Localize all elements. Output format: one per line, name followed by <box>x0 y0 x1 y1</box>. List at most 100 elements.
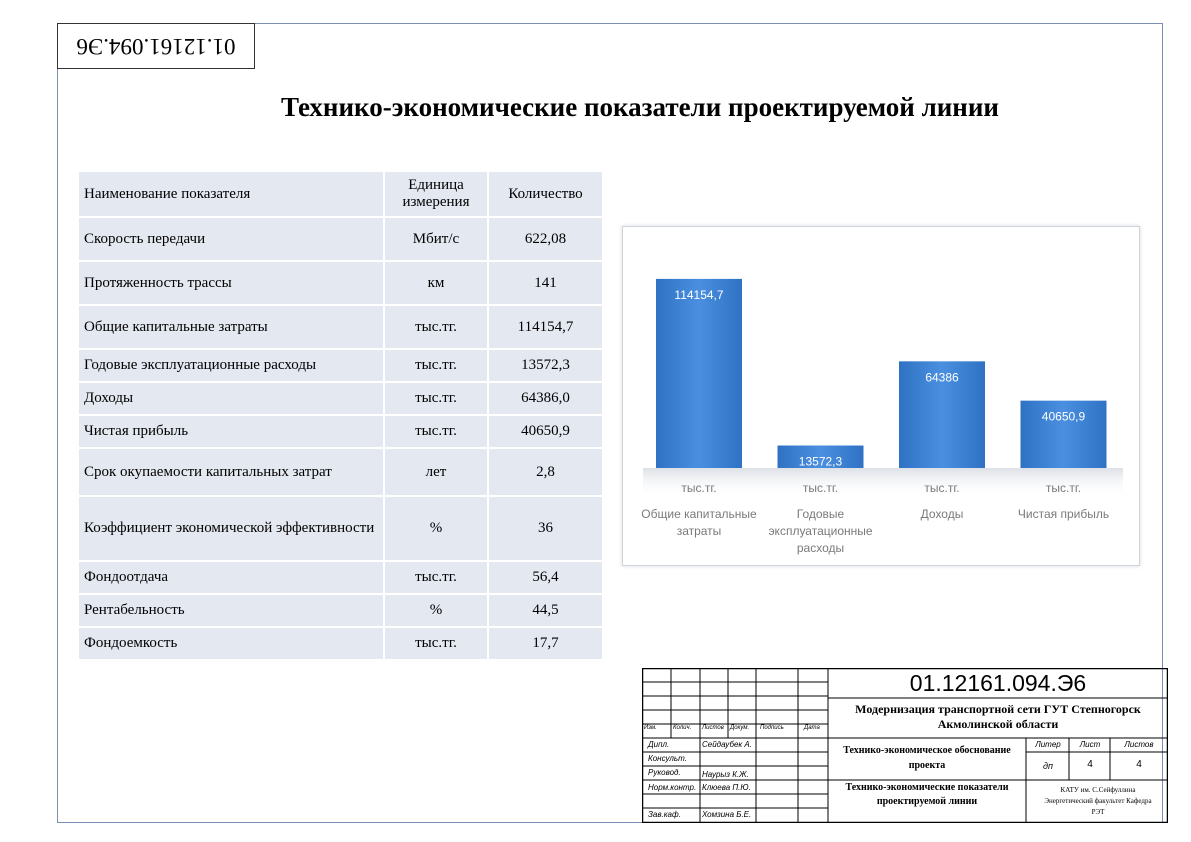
table-row: Доходы тыс.тг. 64386,0 <box>77 381 604 416</box>
stamp-project-title: Модернизация транспортной сети ГУТ Степн… <box>855 702 1141 731</box>
role-konsult: Консульт. <box>648 754 687 763</box>
bar-chart: 114154,7 тыс.тг. Общие капитальные затраты 1… <box>622 226 1140 566</box>
stamp-document-code: 01.12161.094.Э6 <box>909 670 1087 696</box>
table-row: Протяженность трассы км 141 <box>77 260 604 306</box>
rotated-code-text: 01.12161.094.Э6 <box>76 34 236 59</box>
row-unit: тыс.тг. <box>383 626 489 661</box>
table-header-row: Наименование показателя Единица измерени… <box>77 170 604 218</box>
col-header-listov: Листов <box>702 725 724 731</box>
role-dipl: Дипл. <box>648 740 670 749</box>
row-value: 17,7 <box>487 626 604 661</box>
table-row: Чистая прибыль тыс.тг. 40650,9 <box>77 414 604 449</box>
unit-label-2: тыс.тг. <box>803 481 838 495</box>
row-name: Срок окупаемости капитальных затрат <box>77 447 385 497</box>
row-value: 64386,0 <box>487 381 604 416</box>
sheets-value: 4 <box>1136 759 1142 770</box>
name-normkontr: Клюева П.Ю. <box>702 783 751 792</box>
row-name: Скорость передачи <box>77 216 385 262</box>
table-row: Фондоемкость тыс.тг. 17,7 <box>77 626 604 661</box>
sheet-value: 4 <box>1087 759 1093 770</box>
row-unit: км <box>383 260 489 306</box>
header-unit: Единица измерения <box>383 170 489 218</box>
title-block-grid <box>642 668 1168 823</box>
row-value: 36 <box>487 495 604 562</box>
bar-1 <box>656 278 742 468</box>
sheet-label: Лист <box>1079 740 1101 749</box>
category-label-1: Общие капитальные затраты <box>641 507 757 538</box>
row-name: Доходы <box>77 381 385 416</box>
unit-label-3: тыс.тг. <box>924 481 959 495</box>
bar-chart-svg: 114154,7 тыс.тг. Общие капитальные затраты 1… <box>641 278 1123 555</box>
data-label-1: 114154,7 <box>674 288 723 302</box>
table-row: Коэффициент экономической эффективности%… <box>77 495 604 562</box>
stamp-organization: КАТУ им. С.Сейфуллина Энергетический фак… <box>1044 786 1152 816</box>
bar-3 <box>899 361 985 468</box>
row-unit: % <box>383 495 489 562</box>
stamp-sheet-title: Технико-экономические показатели проекти… <box>845 782 1009 807</box>
row-value: 44,5 <box>487 593 604 628</box>
category-label-3: Доходы <box>921 507 964 521</box>
row-unit: тыс.тг. <box>383 560 489 595</box>
table-row: Общие капитальные затраты тыс.тг. 114154,7 <box>77 304 604 350</box>
table-row: Рентабельность% 44,5 <box>77 593 604 628</box>
row-value: 56,4 <box>487 560 604 595</box>
chart-floor <box>643 468 1123 498</box>
row-unit: тыс.тг. <box>383 304 489 350</box>
role-normkontr: Норм.контр. <box>648 783 697 792</box>
row-value: 2,8 <box>487 447 604 497</box>
litera-label: Литер <box>1035 740 1061 749</box>
data-label-3: 64386 <box>925 370 959 384</box>
row-name: Протяженность трассы <box>77 260 385 306</box>
rotated-document-code: 01.12161.094.Э6 <box>57 23 255 69</box>
role-rukovod: Руковод. <box>648 768 681 777</box>
title-block: Изм. Колич. Листов Докум. Подпись Дата Д… <box>642 668 1168 823</box>
stamp-section: Технико-экономическое обоснование проект… <box>843 745 1011 771</box>
header-name: Наименование показателя <box>77 170 385 218</box>
row-name: Рентабельность <box>77 593 385 628</box>
row-name: Чистая прибыль <box>77 414 385 449</box>
unit-label-4: тыс.тг. <box>1046 481 1081 495</box>
row-name: Фондоотдача <box>77 560 385 595</box>
table-row: Годовые эксплуатационные расходы тыс.тг. 1… <box>77 348 604 383</box>
row-unit: % <box>383 593 489 628</box>
row-value: 13572,3 <box>487 348 604 383</box>
col-header-data: Дата <box>804 725 820 731</box>
row-unit: тыс.тг. <box>383 381 489 416</box>
row-name: Коэффициент экономической эффективности <box>77 495 385 562</box>
page-title: Технико-экономические показатели проекти… <box>281 92 999 122</box>
table-row: Скорость передачи Мбит/с 622,08 <box>77 216 604 262</box>
col-header-podpis: Подпись <box>760 725 784 731</box>
table-row: Срок окупаемости капитальных затрат лет 2,… <box>77 447 604 497</box>
row-name: Фондоемкость <box>77 626 385 661</box>
bar-2 <box>777 445 864 468</box>
row-value: 114154,7 <box>487 304 604 350</box>
row-value: 141 <box>487 260 604 306</box>
data-label-4: 40650,9 <box>1042 410 1086 424</box>
col-header-izm: Изм. <box>644 725 657 731</box>
role-zavkaf: Зав.каф. <box>648 810 681 819</box>
category-label-4: Чистая прибыль <box>1018 507 1109 521</box>
row-name: Годовые эксплуатационные расходы <box>77 348 385 383</box>
litera-value: дп <box>1043 761 1053 771</box>
unit-label-1: тыс.тг. <box>681 481 716 495</box>
name-zavkaf: Хомзина Б.Е. <box>702 810 752 819</box>
name-rukovod: Наурыз К.Ж. <box>702 770 749 779</box>
row-unit: Мбит/с <box>383 216 489 262</box>
col-header-kolich: Колич. <box>673 725 692 731</box>
header-quantity: Количество <box>487 170 604 218</box>
category-label-2: Годовые эксплуатационные расходы <box>768 507 872 555</box>
row-unit: лет <box>383 447 489 497</box>
sheets-label: Листов <box>1124 740 1154 749</box>
table-row: Фондоотдача тыс.тг. 56,4 <box>77 560 604 595</box>
drawing-frame <box>57 23 1163 823</box>
data-label-2: 13572,3 <box>799 455 843 469</box>
row-unit: тыс.тг. <box>383 414 489 449</box>
row-unit: тыс.тг. <box>383 348 489 383</box>
row-value: 622,08 <box>487 216 604 262</box>
col-header-dokum: Докум. <box>730 725 750 731</box>
indicators-table: Наименование показателя Единица измерени… <box>77 170 604 661</box>
row-name: Общие капитальные затраты <box>77 304 385 350</box>
bar-4 <box>1020 400 1107 468</box>
row-value: 40650,9 <box>487 414 604 449</box>
name-dipl: Сейдаубек А. <box>702 740 752 749</box>
